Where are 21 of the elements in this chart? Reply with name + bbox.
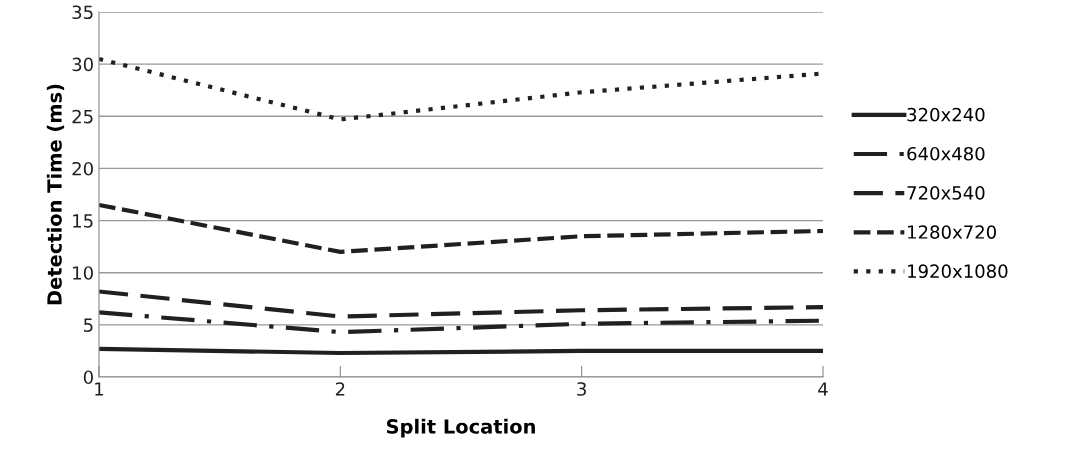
y-tick-label: 10: [73, 266, 93, 280]
line-series: [99, 289, 823, 319]
legend-label: 640x480: [907, 146, 985, 161]
x-tick-label: 1: [95, 382, 104, 396]
line-series: [99, 202, 823, 254]
y-tick-label: 30: [72, 57, 93, 72]
y-axis-title: Detection Time (ms): [46, 84, 65, 305]
x-axis-title: Split Location: [386, 418, 535, 438]
x-tick-label: 2: [335, 382, 345, 396]
y-tick-label: 15: [73, 214, 93, 228]
x-tick-label: 3: [577, 382, 586, 396]
x-tick-label: 4: [818, 382, 828, 396]
y-tick-label: 20: [72, 161, 93, 176]
legend-label: 1280x720: [908, 225, 996, 239]
legend-label: 720x540: [907, 186, 985, 200]
y-tick-label: 35: [72, 5, 93, 20]
legend-label: 1920x1080: [908, 264, 1008, 279]
y-tick-label: 25: [72, 109, 93, 124]
legend-label: 320x240: [907, 107, 985, 122]
y-tick-label: 5: [84, 318, 93, 332]
y-tick-label: 0: [83, 370, 93, 385]
